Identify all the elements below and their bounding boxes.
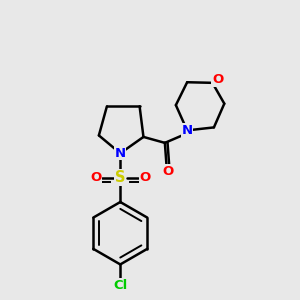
Text: O: O (162, 165, 173, 178)
Text: O: O (139, 171, 151, 184)
Text: S: S (115, 170, 125, 185)
Text: N: N (115, 147, 126, 160)
Text: Cl: Cl (113, 279, 127, 292)
Text: N: N (182, 124, 193, 137)
Text: O: O (212, 74, 224, 86)
Text: O: O (90, 171, 101, 184)
